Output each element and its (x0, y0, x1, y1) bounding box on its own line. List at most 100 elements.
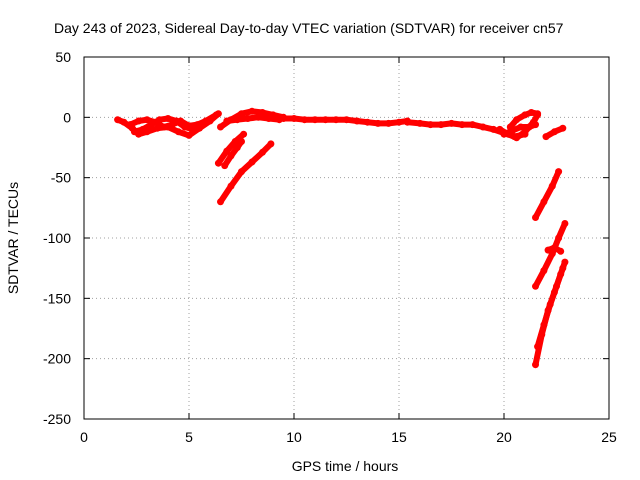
x-tick-label: 25 (601, 429, 617, 445)
data-point (181, 123, 189, 131)
data-point (532, 214, 539, 221)
data-point (385, 119, 392, 127)
data-point (555, 168, 563, 176)
data-point (559, 124, 567, 132)
data-point (198, 121, 206, 129)
data-point (513, 116, 521, 124)
data-point (223, 117, 231, 125)
data-point (156, 116, 164, 124)
data-point (214, 159, 222, 167)
data-point (212, 111, 220, 119)
data-point (147, 121, 155, 129)
data-point (353, 117, 361, 125)
data-point (448, 119, 455, 127)
data-point (374, 119, 382, 127)
data-point (189, 125, 197, 133)
x-tick-label: 15 (391, 429, 407, 445)
data-point (540, 267, 548, 275)
data-point (490, 125, 497, 133)
data-point (259, 148, 266, 156)
data-point (217, 198, 224, 206)
data-point (544, 246, 552, 254)
y-tick-label: -100 (43, 230, 71, 246)
data-point (254, 113, 262, 121)
y-tick-label: -250 (43, 411, 71, 427)
y-tick-label: -150 (43, 290, 71, 306)
data-point (550, 244, 558, 252)
series-sat-g (221, 138, 245, 169)
data-point (343, 116, 350, 124)
data-point (500, 130, 508, 138)
data-point (521, 128, 529, 136)
data-point (322, 116, 329, 124)
data-point (513, 134, 521, 142)
data-point (532, 361, 539, 369)
data-point (517, 123, 525, 131)
data-point (427, 121, 434, 129)
data-point (555, 234, 563, 242)
data-point (496, 125, 504, 133)
data-point (301, 116, 308, 124)
plot-area (114, 107, 569, 369)
data-point (233, 144, 241, 151)
data-point (527, 109, 535, 116)
y-axis-label: SDTVAR / TECUs (5, 182, 21, 294)
data-point (238, 138, 245, 145)
data-point (172, 117, 180, 125)
data-point (265, 115, 273, 122)
data-point (557, 247, 565, 255)
data-point (364, 118, 371, 126)
x-tick-label: 5 (185, 429, 193, 445)
series-sat-o (532, 168, 562, 221)
y-tick-label: -50 (51, 170, 71, 186)
data-point (458, 121, 466, 129)
data-point (248, 107, 256, 115)
data-point (143, 116, 151, 124)
data-point (238, 168, 245, 176)
data-point (120, 118, 128, 126)
data-point (126, 121, 134, 129)
chart-title: Day 243 of 2023, Sidereal Day-to-day VTE… (54, 20, 564, 36)
data-point (217, 123, 224, 131)
data-point (540, 321, 548, 329)
data-point (437, 121, 445, 129)
data-point (248, 158, 256, 166)
data-point (135, 117, 143, 125)
data-point (548, 182, 556, 190)
data-point (532, 282, 539, 290)
x-axis-label: GPS time / hours (292, 458, 399, 474)
data-point (534, 110, 542, 118)
data-point (479, 123, 487, 131)
data-point (521, 111, 529, 119)
data-point (227, 152, 235, 160)
data-point (240, 130, 248, 138)
data-point (259, 109, 266, 116)
data-point (114, 116, 122, 124)
data-point (164, 115, 172, 122)
data-point (525, 123, 533, 131)
data-point (238, 110, 245, 118)
data-point (290, 115, 298, 122)
data-point (332, 116, 340, 124)
data-point (542, 133, 550, 141)
data-point (221, 162, 229, 170)
data-point (540, 198, 548, 206)
data-point (311, 116, 319, 124)
data-point (561, 258, 569, 266)
x-tick-label: 20 (496, 429, 512, 445)
data-point (185, 131, 193, 139)
data-point (416, 119, 424, 127)
data-point (546, 300, 554, 308)
data-point (227, 182, 235, 190)
data-point (223, 147, 231, 155)
x-axis: 0 5 10 15 20 25 (80, 57, 617, 445)
y-axis: -250 -200 -150 -100 -50 0 50 (43, 49, 609, 427)
data-point (267, 140, 275, 148)
data-point (559, 264, 567, 272)
data-point (550, 128, 558, 136)
data-point (553, 282, 560, 290)
y-tick-label: -200 (43, 351, 71, 367)
y-tick-label: 0 (63, 109, 71, 125)
data-point (280, 115, 287, 122)
